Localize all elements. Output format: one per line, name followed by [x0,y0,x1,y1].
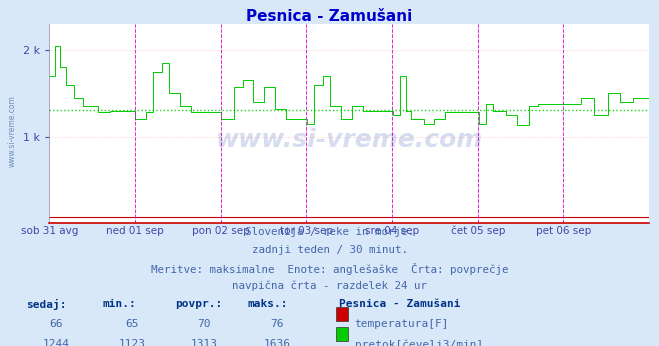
Text: min.:: min.: [102,299,136,309]
Text: temperatura[F]: temperatura[F] [355,319,449,329]
Text: zadnji teden / 30 minut.: zadnji teden / 30 minut. [252,245,407,255]
Text: 1123: 1123 [119,339,145,346]
Text: Slovenija / reke in morje.: Slovenija / reke in morje. [245,227,414,237]
Text: pretok[čevelj3/min]: pretok[čevelj3/min] [355,339,483,346]
Text: 1636: 1636 [264,339,290,346]
Text: povpr.:: povpr.: [175,299,222,309]
Text: sedaj:: sedaj: [26,299,67,310]
Text: navpična črta - razdelek 24 ur: navpična črta - razdelek 24 ur [232,281,427,291]
Text: 76: 76 [270,319,283,329]
Text: Meritve: maksimalne  Enote: anglešaške  Črta: povprečje: Meritve: maksimalne Enote: anglešaške Čr… [151,263,508,275]
Text: 1244: 1244 [43,339,69,346]
Text: 1313: 1313 [191,339,217,346]
Text: www.si-vreme.com: www.si-vreme.com [8,95,17,167]
Text: Pesnica - Zamušani: Pesnica - Zamušani [246,9,413,24]
Text: maks.:: maks.: [247,299,287,309]
Text: 70: 70 [198,319,211,329]
Text: 66: 66 [49,319,63,329]
Text: Pesnica - Zamušani: Pesnica - Zamušani [339,299,461,309]
Text: www.si-vreme.com: www.si-vreme.com [215,128,483,152]
Text: 65: 65 [125,319,138,329]
